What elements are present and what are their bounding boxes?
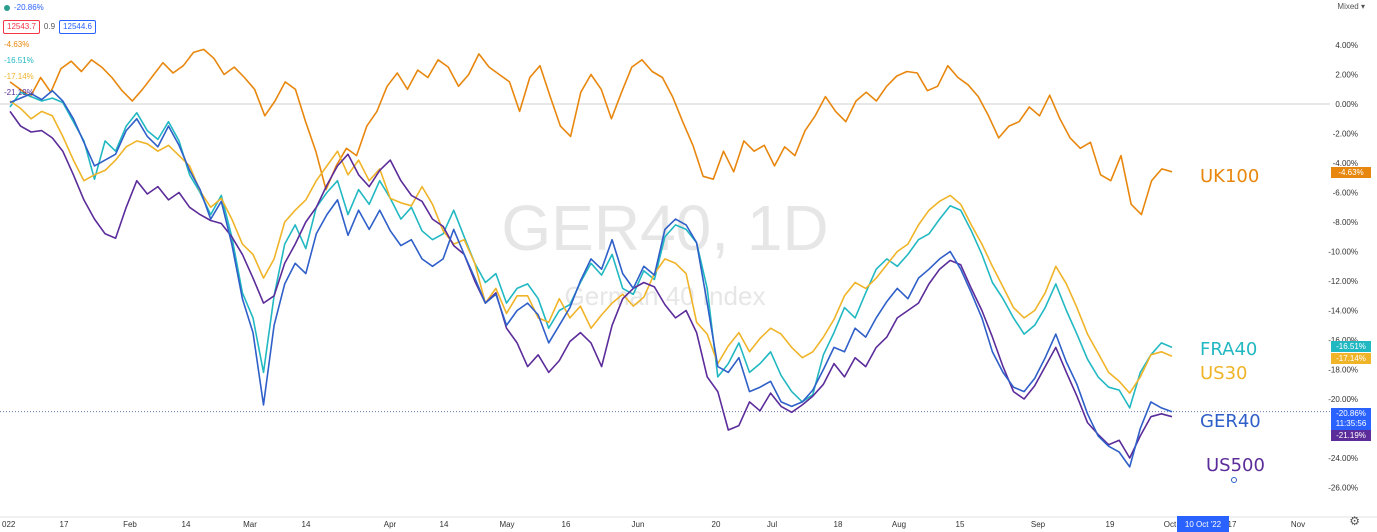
- y-tick-label: -10.00%: [1328, 248, 1358, 257]
- chevron-down-icon: ▾: [1360, 2, 1365, 11]
- current-date-label: 10 Oct '22: [1185, 520, 1222, 529]
- y-tick-label: -26.00%: [1328, 484, 1358, 493]
- price-badge-value: -21.19%: [1336, 431, 1366, 440]
- y-tick-label: -24.00%: [1328, 454, 1358, 463]
- legend-bid-ask: 12543.7 0.9 12544.6: [3, 20, 96, 34]
- y-tick-label: 4.00%: [1335, 41, 1358, 50]
- series-label-ger40: GER40: [1200, 411, 1261, 432]
- x-tick-label: Aug: [892, 520, 906, 529]
- x-tick-label: May: [499, 520, 514, 529]
- watermark-title: GER40, 1D: [501, 192, 828, 264]
- y-tick-label: -4.00%: [1333, 159, 1358, 168]
- x-tick-label: Feb: [123, 520, 137, 529]
- x-tick-label: 15: [956, 520, 965, 529]
- scale-mode-dropdown[interactable]: Mixed ▾: [1337, 2, 1365, 11]
- price-badge-value: -17.14%: [1336, 354, 1366, 363]
- legend-dot-icon: [4, 5, 10, 11]
- x-tick-label: 14: [302, 520, 311, 529]
- watermark-subtitle: German 40 Index: [565, 281, 766, 311]
- x-tick-label: 022: [2, 520, 16, 529]
- x-tick-label: 16: [562, 520, 571, 529]
- legend-top-row: -20.86%: [4, 4, 44, 12]
- price-axis[interactable]: 4.00% 2.00% 0.00% -2.00% -4.00% -6.00% -8.00% -…: [1328, 41, 1358, 493]
- x-tick-label: Jun: [632, 520, 645, 529]
- legend-value-fra40: -16.51%: [4, 56, 34, 65]
- spread-value: 0.9: [43, 22, 56, 31]
- y-tick-label: -14.00%: [1328, 307, 1358, 316]
- y-tick-label: -6.00%: [1333, 189, 1358, 198]
- current-date-badge: [1177, 516, 1229, 532]
- y-tick-label: -20.00%: [1328, 395, 1358, 404]
- chart-watermark: GER40, 1D German 40 Index: [501, 192, 828, 311]
- x-tick-label: Apr: [384, 520, 397, 529]
- series-line-uk100: [9, 48, 1173, 216]
- series-labels: UK100 FRA40 US30 US500 GER40: [1200, 166, 1265, 476]
- x-tick-label: 20: [712, 520, 721, 529]
- y-tick-label: -2.00%: [1333, 130, 1358, 139]
- gear-icon[interactable]: ⚙: [1349, 514, 1360, 528]
- y-tick-label: -16.00%: [1328, 336, 1358, 345]
- series-label-uk100: UK100: [1200, 166, 1259, 187]
- bid-box[interactable]: 12543.7: [3, 20, 40, 34]
- x-tick-label: 14: [182, 520, 191, 529]
- series-label-fra40: FRA40: [1200, 339, 1257, 360]
- series-line-us30: [9, 100, 1173, 394]
- x-tick-label: 14: [440, 520, 449, 529]
- series-marker: [1231, 477, 1237, 483]
- price-badge-value: -20.86%: [1336, 409, 1366, 418]
- y-tick-label: 2.00%: [1335, 71, 1358, 80]
- price-badge-us30: [1331, 353, 1371, 364]
- x-tick-label: Sep: [1031, 520, 1046, 529]
- ask-box[interactable]: 12544.6: [59, 20, 96, 34]
- y-tick-label: -8.00%: [1333, 218, 1358, 227]
- time-axis[interactable]: 022 17 Feb 14 Mar 14 Apr 14 May 16 Jun 20 Jul 18 Aug 15…: [0, 516, 1377, 532]
- x-tick-label: Jul: [767, 520, 777, 529]
- price-scale-badges: -4.63% -16.51% -17.14% -21.19% -20.86%11:35:…: [1331, 167, 1371, 441]
- legend-value-uk100: -4.63%: [4, 40, 30, 49]
- price-badge-ger40: [1331, 408, 1371, 430]
- x-tick-label: 19: [1106, 520, 1115, 529]
- series-line-us500: [9, 110, 1173, 459]
- x-tick-label: 17: [60, 520, 69, 529]
- series-line-ger40: [9, 89, 1173, 468]
- series-lines: [9, 48, 1173, 468]
- x-tick-label: Nov: [1291, 520, 1305, 529]
- x-tick-label: 17: [1228, 520, 1237, 529]
- scale-mode-label: Mixed: [1337, 2, 1359, 11]
- price-badge-time: 11:35:56: [1336, 419, 1367, 428]
- price-badge-fra40: [1331, 341, 1371, 352]
- series-label-us30: US30: [1200, 363, 1248, 384]
- price-badge-value: -16.51%: [1336, 342, 1366, 351]
- y-tick-label: -12.00%: [1328, 277, 1358, 286]
- x-tick-label: 18: [834, 520, 843, 529]
- legend-value-us30: -17.14%: [4, 72, 34, 81]
- x-tick-label: Mar: [243, 520, 257, 529]
- y-tick-label: -18.00%: [1328, 366, 1358, 375]
- series-label-us500: US500: [1206, 455, 1265, 476]
- y-tick-label: 0.00%: [1335, 100, 1358, 109]
- legend-top-value: -20.86%: [14, 3, 44, 12]
- price-badge-uk100: [1331, 167, 1371, 178]
- legend-value-us500: -21.19%: [4, 88, 34, 97]
- x-tick-label: Oct: [1164, 520, 1177, 529]
- price-badge-us500: [1331, 430, 1371, 441]
- price-badge-value: -4.63%: [1338, 168, 1363, 177]
